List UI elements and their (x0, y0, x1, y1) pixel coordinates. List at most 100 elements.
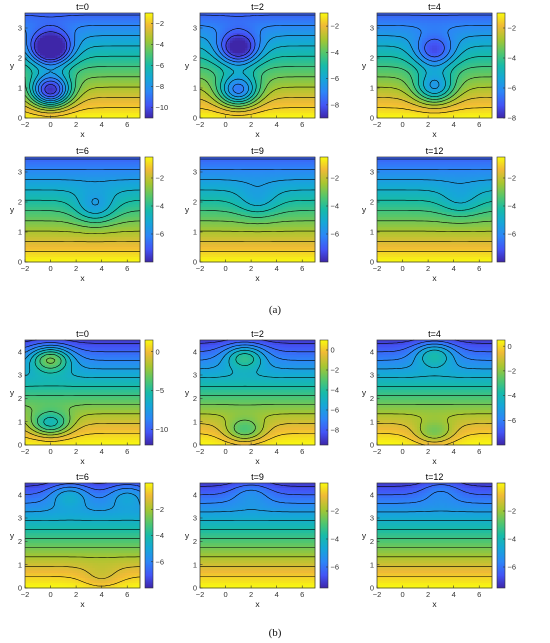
heat-cell (95, 88, 98, 91)
heat-cell (268, 103, 271, 106)
heat-cell (43, 18, 46, 21)
heat-cell (305, 108, 308, 111)
heat-cell (377, 21, 380, 24)
heat-cell (270, 13, 273, 16)
heat-cell (265, 31, 268, 34)
heat-cell (218, 88, 221, 91)
heat-cell (263, 81, 266, 84)
heat-cell (295, 53, 298, 56)
heat-cell (228, 33, 231, 36)
heat-cell (133, 48, 136, 51)
heat-cell (103, 73, 106, 76)
heat-cell (85, 51, 88, 54)
heat-cell (283, 111, 286, 114)
heat-cell (210, 101, 213, 104)
heat-cell (93, 16, 96, 19)
heat-cell (208, 106, 211, 109)
x-tick-label: 4 (100, 120, 104, 129)
heat-cell (78, 16, 81, 19)
heat-cell (213, 66, 216, 69)
heat-cell (303, 16, 306, 19)
heat-cell (225, 88, 228, 91)
heat-cell (240, 71, 243, 74)
heat-cell (295, 73, 298, 76)
heat-cell (30, 33, 33, 36)
heat-cell (203, 51, 206, 54)
heat-cell (300, 98, 303, 101)
heat-cell (115, 61, 118, 64)
heat-cell (285, 81, 288, 84)
heat-cell (278, 93, 281, 96)
heat-cell (28, 16, 31, 19)
heat-cell (98, 88, 101, 91)
heat-cell (235, 103, 238, 106)
heat-cell (108, 108, 111, 111)
x-tick-label: −2 (21, 120, 30, 129)
heat-cell (85, 16, 88, 19)
heat-cell (90, 31, 93, 34)
heat-cell (303, 101, 306, 104)
heat-cell (123, 103, 126, 106)
heat-cell (285, 83, 288, 86)
heat-cell (293, 18, 296, 21)
heat-cell (130, 78, 133, 81)
heat-cell (75, 101, 78, 104)
heat-cell (33, 28, 36, 31)
heat-cell (310, 71, 313, 74)
heat-cell (218, 33, 221, 36)
heat-cell (487, 13, 490, 16)
heat-cell (243, 51, 246, 54)
heat-cell (203, 56, 206, 59)
heat-cell (295, 21, 298, 24)
heat-cell (233, 51, 236, 54)
heat-cell (120, 51, 123, 54)
heat-cell (215, 108, 218, 111)
heat-cell (305, 51, 308, 54)
heat-cell (290, 91, 293, 94)
heat-cell (210, 66, 213, 69)
heat-cell (218, 78, 221, 81)
heat-cell (220, 41, 223, 44)
heat-cell (120, 36, 123, 39)
heat-cell (90, 26, 93, 29)
heat-cell (223, 66, 226, 69)
heat-cell (248, 88, 251, 91)
heat-cell (485, 16, 488, 19)
heat-cell (310, 36, 313, 39)
heat-cell (275, 81, 278, 84)
heat-cell (245, 21, 248, 24)
heat-cell (288, 38, 291, 41)
heat-cell (250, 26, 253, 29)
heat-cell (253, 28, 256, 31)
heat-cell (83, 66, 86, 69)
heat-cell (480, 18, 483, 21)
heat-cell (95, 111, 98, 114)
heat-cell (233, 26, 236, 29)
heat-cell (120, 63, 123, 66)
heat-cell (128, 108, 131, 111)
heat-cell (290, 88, 293, 91)
heat-cell (213, 113, 216, 116)
heat-cell (133, 58, 136, 61)
heat-cell (210, 58, 213, 61)
heat-cell (58, 48, 61, 51)
heat-cell (290, 81, 293, 84)
heat-cell (93, 41, 96, 44)
heat-cell (213, 38, 216, 41)
heat-cell (238, 66, 241, 69)
heat-cell (268, 46, 271, 49)
heat-cell (115, 66, 118, 69)
heat-cell (80, 66, 83, 69)
heat-cell (205, 86, 208, 89)
heat-cell (270, 113, 273, 116)
heat-cell (38, 21, 41, 24)
heat-cell (70, 28, 73, 31)
heat-cell (48, 21, 51, 24)
heat-cell (213, 23, 216, 26)
heat-cell (108, 88, 111, 91)
heat-cell (278, 78, 281, 81)
heat-cell (213, 31, 216, 34)
heat-cell (105, 38, 108, 41)
heat-cell (298, 68, 301, 71)
heat-cell (293, 28, 296, 31)
